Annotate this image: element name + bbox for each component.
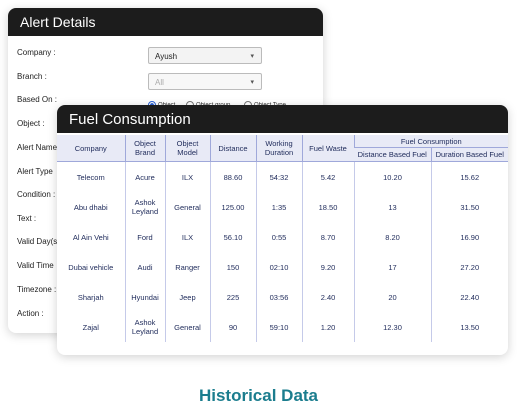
table-row: Dubai vehicle Audi Ranger 150 02:10 9.20 17 27.… <box>57 252 508 282</box>
table-cell: 27.20 <box>430 252 508 282</box>
table-cell: 17 <box>353 252 431 282</box>
table-cell: 2.40 <box>301 282 354 312</box>
table-cell: 13.50 <box>430 312 508 342</box>
form-label: Alert Name <box>17 143 58 152</box>
form-label: Condition : <box>17 190 56 199</box>
table-cell: 1:35 <box>255 192 302 222</box>
form-label: Company : <box>17 48 56 57</box>
form-label: Timezone : <box>17 285 57 294</box>
table-row: Sharjah Hyundai Jeep 225 03:56 2.40 20 22.40 <box>57 282 508 312</box>
table-cell: 31.50 <box>430 192 508 222</box>
table-row: Zajal Ashok Leyland General 90 59:10 1.20 12.3… <box>57 312 508 342</box>
group-header: Fuel Consumption <box>353 135 508 149</box>
panel-title: Fuel Consumption <box>57 105 508 133</box>
table-cell: 225 <box>209 282 256 312</box>
form-label: Text : <box>17 214 37 223</box>
table-cell: 88.60 <box>209 161 256 192</box>
table-row: Al Ain Vehi Ford ILX 56.10 0:55 8.70 8.20 16.90 <box>57 222 508 252</box>
table-cell: 125.00 <box>209 192 256 222</box>
form-label: Valid Time <box>17 261 54 270</box>
table-cell: Ranger <box>164 252 210 282</box>
table-cell: Ford <box>124 222 165 252</box>
panel-title: Alert Details <box>8 8 323 36</box>
form-label: Valid Day(s) <box>17 237 60 246</box>
table-cell: General <box>164 312 210 342</box>
table-cell: 1.20 <box>301 312 354 342</box>
table-cell: Sharjah <box>77 292 104 302</box>
table-cell: 12.30 <box>353 312 431 342</box>
table-cell: Zajal <box>82 322 99 332</box>
column-header: Fuel Waste <box>301 135 354 162</box>
column-header: Object Brand <box>124 135 165 162</box>
table-cell: Dubai vehicle <box>68 262 114 272</box>
form-label: Branch : <box>17 72 47 81</box>
column-header: Object Model <box>164 135 210 162</box>
form-label: Action : <box>17 309 44 318</box>
table-cell: 13 <box>353 192 431 222</box>
form-label: Object : <box>17 119 45 128</box>
table-cell: Ashok Leyland <box>124 312 165 342</box>
table-cell: 22.40 <box>430 282 508 312</box>
table-cell: Ashok Leyland <box>124 192 165 222</box>
table-row: Telecom Acure ILX 88.60 54:32 5.42 10.20 15.62 <box>57 161 508 192</box>
column-header: Working Duration <box>255 135 302 162</box>
column-header: Company <box>57 135 125 162</box>
column-header: Distance Based Fuel <box>354 147 431 162</box>
table-cell: 150 <box>209 252 256 282</box>
table-cell: General <box>164 192 210 222</box>
table-cell: 10.20 <box>353 161 431 192</box>
table-cell: Al Ain Vehi <box>72 232 109 242</box>
column-header: Duration Based Fuel <box>430 147 508 162</box>
table-cell: Hyundai <box>124 282 165 312</box>
table-cell: 20 <box>353 282 431 312</box>
table-cell: Abu dhabi <box>73 202 108 212</box>
table-row: Abu dhabi Ashok Leyland General 125.00 1:35 1… <box>57 192 508 222</box>
form-label: Alert Type <box>17 167 53 176</box>
table-cell: 8.70 <box>301 222 354 252</box>
table-cell: 16.90 <box>430 222 508 252</box>
caption: Historical Data <box>198 386 319 405</box>
header-row: Company Object Brand Object Model Distance W… <box>57 135 508 162</box>
fuel-consumption-panel: Fuel Consumption Company Object Brand Obje… <box>57 105 508 355</box>
table-cell: ILX <box>164 222 210 252</box>
table-cell: 54:32 <box>255 161 302 192</box>
table-cell: 03:56 <box>255 282 302 312</box>
table-cell: 59:10 <box>255 312 302 342</box>
table-cell: 02:10 <box>255 252 302 282</box>
fuel-table: Company Object Brand Object Model Distance W… <box>57 135 508 342</box>
branch-select[interactable]: All <box>148 73 262 91</box>
column-header: Distance <box>209 135 256 162</box>
company-select[interactable]: Ayush <box>148 47 262 65</box>
table-cell: ILX <box>164 161 210 192</box>
table-cell: Jeep <box>164 282 210 312</box>
table-cell: 0:55 <box>255 222 302 252</box>
table-cell: 15.62 <box>430 161 508 192</box>
table-cell: 9.20 <box>301 252 354 282</box>
table-cell: 56.10 <box>209 222 256 252</box>
table-cell: Audi <box>124 252 165 282</box>
table-cell: Telecom <box>76 172 105 182</box>
form-label: Based On : <box>17 95 58 104</box>
table-cell: 5.42 <box>301 161 354 192</box>
table-cell: 18.50 <box>301 192 354 222</box>
table-cell: 90 <box>209 312 256 342</box>
table-cell: 8.20 <box>353 222 431 252</box>
table-cell: Acure <box>124 161 165 192</box>
header-row: Distance Based Fuel Duration Based Fuel <box>57 147 508 162</box>
